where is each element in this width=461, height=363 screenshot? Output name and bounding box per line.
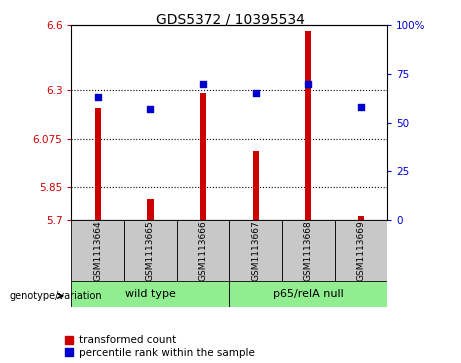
Bar	[177, 220, 229, 281]
Point	[94, 94, 101, 100]
Text: wild type: wild type	[125, 289, 176, 299]
Bar	[71, 220, 124, 281]
Bar	[229, 281, 387, 307]
Point	[147, 106, 154, 112]
Text: GSM1113664: GSM1113664	[93, 220, 102, 281]
Bar	[229, 220, 282, 281]
Text: GDS5372 / 10395534: GDS5372 / 10395534	[156, 13, 305, 27]
Bar	[71, 281, 230, 307]
Bar	[95, 109, 101, 220]
Bar	[253, 151, 259, 220]
Point	[305, 81, 312, 86]
Legend: transformed count, percentile rank within the sample: transformed count, percentile rank withi…	[65, 335, 254, 358]
Point	[199, 81, 207, 86]
Text: GSM1113666: GSM1113666	[199, 220, 207, 281]
Bar	[124, 220, 177, 281]
Point	[252, 90, 260, 96]
Bar	[282, 220, 335, 281]
Text: GSM1113665: GSM1113665	[146, 220, 155, 281]
Bar	[200, 93, 206, 220]
Text: p65/relA null: p65/relA null	[273, 289, 343, 299]
Text: GSM1113669: GSM1113669	[356, 220, 366, 281]
Bar	[358, 216, 364, 220]
Text: GSM1113668: GSM1113668	[304, 220, 313, 281]
Point	[357, 104, 365, 110]
Bar	[305, 31, 312, 220]
Bar	[147, 199, 154, 220]
Bar	[335, 220, 387, 281]
Text: genotype/variation: genotype/variation	[9, 291, 102, 301]
Text: GSM1113667: GSM1113667	[251, 220, 260, 281]
